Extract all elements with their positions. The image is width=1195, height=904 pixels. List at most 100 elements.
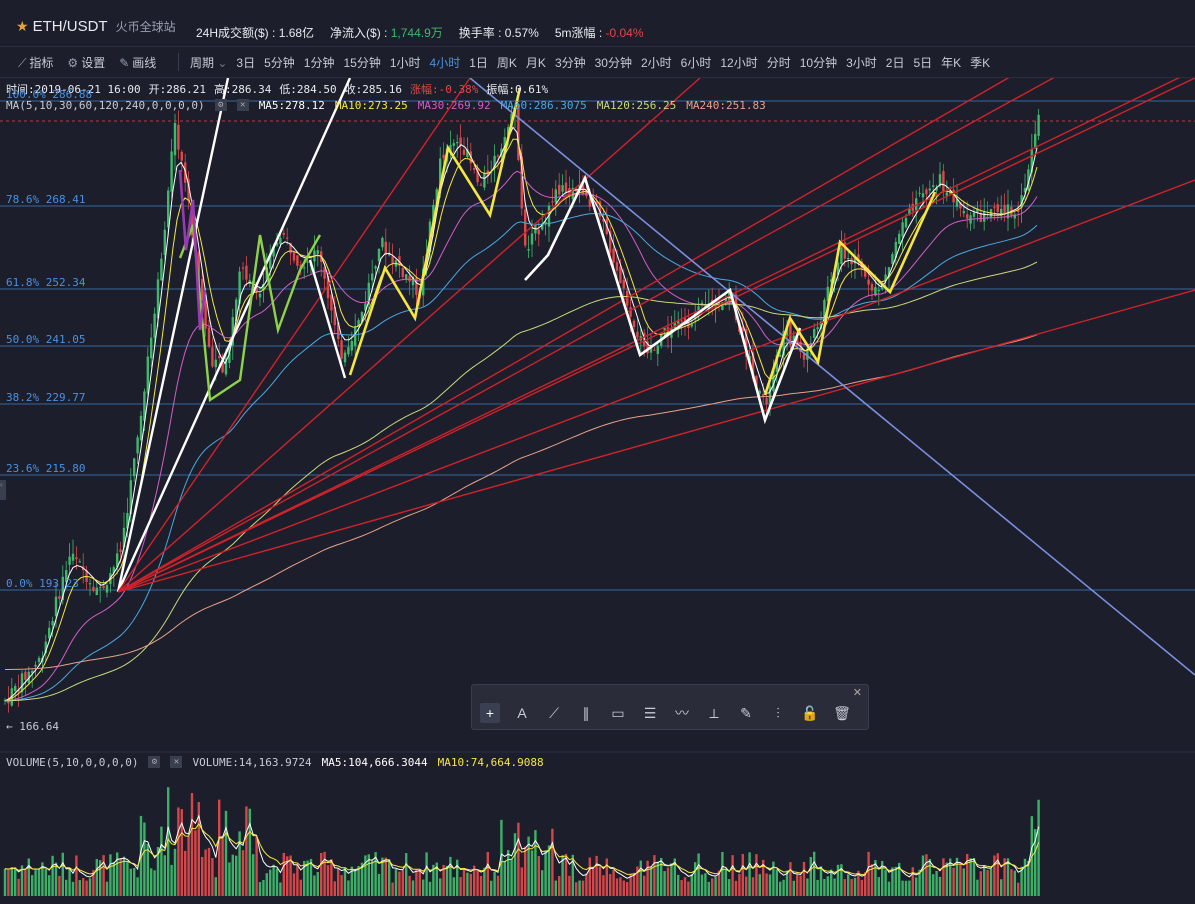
volume-bar	[92, 870, 95, 896]
text-icon[interactable]: A	[517, 705, 527, 721]
candle-body	[932, 185, 935, 187]
period-3[interactable]: 15分钟	[343, 56, 381, 70]
candle-body	[802, 353, 806, 360]
lock-icon[interactable]: 🔓	[801, 704, 819, 721]
brush-icon[interactable]: ✎	[740, 704, 752, 721]
volume-bar	[836, 864, 840, 896]
draw-button[interactable]: ✎ 画线	[119, 56, 157, 70]
candle-body	[636, 331, 639, 338]
period-5[interactable]: 4小时	[429, 56, 461, 70]
favorite-star-icon[interactable]: ★	[16, 18, 29, 34]
volume-bar	[697, 853, 700, 896]
volume-bar	[881, 861, 884, 896]
volume-bar	[269, 869, 272, 896]
stat-0: 24H成交额($) : 1.68亿	[196, 24, 314, 41]
line-tool-icon[interactable]: ⟋	[549, 704, 559, 721]
period-9[interactable]: 3分钟	[554, 56, 586, 70]
wave-tool-icon[interactable]: 〰	[675, 705, 689, 721]
period-11[interactable]: 2小时	[640, 56, 672, 70]
candle-body	[398, 256, 401, 266]
trash-icon[interactable]: 🗑	[833, 704, 851, 721]
period-15[interactable]: 10分钟	[799, 56, 838, 70]
channel-tool-icon[interactable]: ∥	[582, 704, 590, 721]
period-6[interactable]: 1日	[469, 56, 488, 70]
candle-body	[119, 549, 122, 553]
volume-bar	[381, 857, 384, 896]
candle-body	[133, 458, 136, 477]
volume-close-icon[interactable]: ✕	[170, 756, 183, 768]
volume-bar	[449, 856, 452, 896]
ma-settings-icon[interactable]: ⚙	[214, 99, 227, 111]
period-7[interactable]: 周K	[496, 56, 517, 70]
volume-bar	[918, 869, 921, 896]
candle-body	[156, 279, 160, 319]
period-4[interactable]: 1小时	[389, 56, 421, 70]
period-17[interactable]: 2日	[885, 56, 905, 70]
collapse-left-icon[interactable]: ‹	[0, 480, 6, 500]
period-18[interactable]: 5日	[913, 56, 933, 70]
volume-bar	[938, 876, 942, 896]
period-19[interactable]: 年K	[941, 56, 962, 70]
fan-line-2	[117, 78, 471, 593]
ma60-line	[4, 213, 1038, 702]
kline-chart[interactable]	[0, 78, 1195, 904]
candle-body	[938, 174, 942, 186]
period-2[interactable]: 1分钟	[303, 56, 335, 70]
crosshair-icon[interactable]: +	[480, 703, 500, 723]
volume-bar	[717, 870, 721, 896]
volume-bar	[792, 880, 795, 896]
stat-1: 净流入($) : 1,744.9万	[330, 24, 443, 41]
candle-body	[653, 349, 656, 351]
volume-bar	[653, 855, 656, 896]
indicator-button[interactable]: ⟋ 指标	[18, 56, 54, 70]
rectangle-icon[interactable]: ▭	[611, 704, 625, 721]
period-12[interactable]: 6小时	[680, 56, 712, 70]
volume-bar	[626, 882, 629, 896]
period-20[interactable]: 季K	[970, 56, 991, 70]
period-10[interactable]: 30分钟	[594, 56, 632, 70]
pair-title[interactable]: ★ ETH/USDT 火币全球站	[16, 18, 176, 35]
volume-bar	[884, 869, 887, 896]
volume-bar	[469, 873, 472, 896]
volume-bar	[384, 857, 387, 896]
period-16[interactable]: 3小时	[846, 56, 877, 70]
settings-button[interactable]: ⚙ 设置	[67, 56, 106, 70]
candle-body	[891, 254, 894, 264]
candle-body	[680, 320, 683, 322]
volume-bar	[700, 874, 704, 896]
ma240-value: MA240:251.83	[686, 99, 766, 112]
candle-body	[847, 257, 850, 260]
period-0[interactable]: 3日	[236, 56, 256, 70]
period-8[interactable]: 月K	[525, 56, 546, 70]
volume-bar	[772, 861, 775, 896]
volume-bar	[65, 879, 68, 896]
pattern-icon[interactable]: ⫶	[776, 704, 780, 721]
volume-bar	[112, 861, 115, 896]
candle-body	[479, 184, 483, 186]
volume-bar	[1017, 882, 1020, 896]
volume-bar	[119, 858, 122, 896]
pencil-icon: ✎	[119, 56, 130, 70]
volume-bar	[527, 836, 530, 896]
close-icon[interactable]: ✕	[852, 687, 862, 699]
volume-bar	[775, 869, 778, 896]
volume-bar	[41, 862, 44, 896]
period-14[interactable]: 分时	[766, 56, 791, 70]
period-1[interactable]: 5分钟	[264, 56, 295, 70]
volume-settings-icon[interactable]: ⚙	[148, 756, 161, 768]
volume-bar	[1006, 858, 1010, 896]
ma-close-icon[interactable]: ✕	[236, 99, 249, 111]
period-dropdown[interactable]: 周期 ⌄	[190, 56, 228, 70]
volume-bar	[435, 862, 438, 896]
volume-bar	[986, 869, 989, 896]
volume-bar	[745, 876, 748, 896]
period-13[interactable]: 12小时	[720, 56, 758, 70]
fib-tool-icon[interactable]: ☰	[643, 704, 657, 721]
candle-body	[337, 322, 340, 340]
candle-body	[456, 141, 459, 144]
volume-bar	[789, 862, 792, 896]
candle-body	[476, 167, 479, 183]
ruler-icon[interactable]: ⟂	[709, 704, 719, 721]
pair-name: ETH/USDT	[32, 18, 108, 35]
volume-bar	[877, 877, 880, 896]
